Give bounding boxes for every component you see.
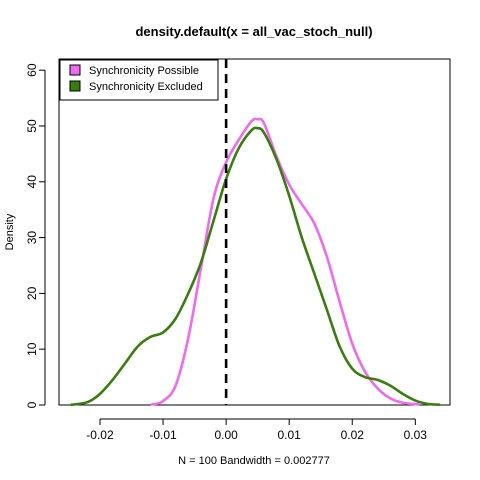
- x-axis-label: N = 100 Bandwidth = 0.002777: [178, 455, 330, 467]
- legend-swatch: [69, 80, 81, 92]
- legend-swatch: [69, 64, 81, 76]
- legend-box: [59, 59, 219, 101]
- x-tick-label: 0.03: [404, 428, 428, 442]
- legend: Synchronicity Possible Synchronicity Excl…: [59, 59, 219, 101]
- x-tick-label: -0.01: [149, 428, 177, 442]
- chart-title: density.default(x = all_vac_stoch_null): [135, 24, 372, 39]
- x-tick-label: 0.01: [278, 428, 302, 442]
- plot-frame: [58, 58, 451, 406]
- y-axis: 0 10 20 30 40 50 60: [25, 63, 46, 408]
- x-axis: -0.02 -0.01 0.00 0.01 0.02 0.03: [86, 418, 428, 442]
- y-tick-label: 60: [25, 63, 39, 77]
- y-axis-label: Density: [4, 213, 16, 250]
- x-tick-label: -0.02: [86, 428, 114, 442]
- y-tick-label: 30: [25, 231, 39, 245]
- plot-area: [70, 59, 441, 407]
- y-tick-label: 0: [25, 401, 39, 408]
- y-tick-label: 50: [25, 119, 39, 133]
- x-tick-label: 0.02: [341, 428, 365, 442]
- density-curve-synchronicity-excluded: [70, 126, 441, 407]
- density-curve-synchronicity-possible: [150, 117, 420, 406]
- y-tick-label: 10: [25, 342, 39, 356]
- y-tick-label: 20: [25, 286, 39, 300]
- legend-label: Synchronicity Possible: [89, 65, 199, 77]
- legend-label: Synchronicity Excluded: [89, 81, 203, 93]
- y-tick-label: 40: [25, 175, 39, 189]
- x-tick-label: 0.00: [214, 428, 238, 442]
